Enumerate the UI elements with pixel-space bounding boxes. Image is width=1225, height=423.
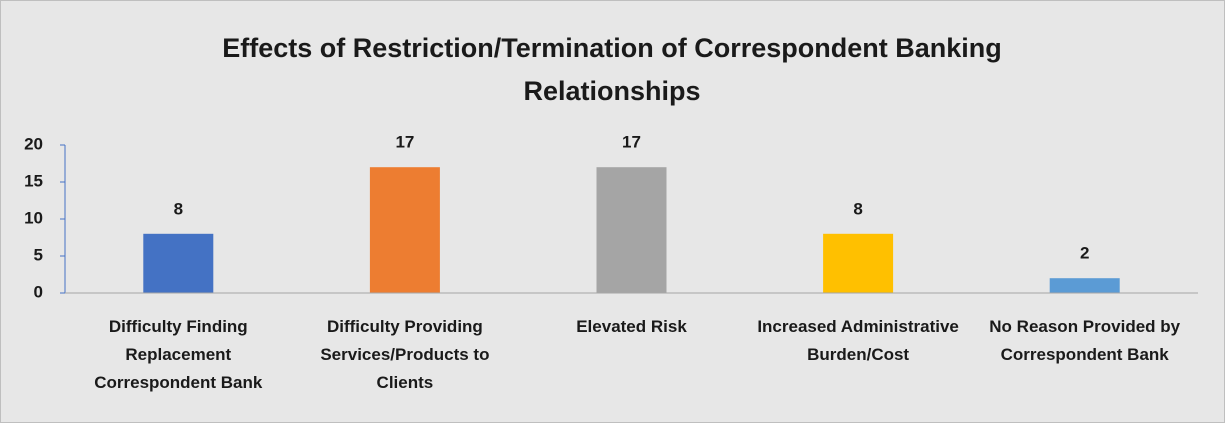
x-tick-label: No Reason Provided by Correspondent Bank: [989, 317, 1180, 364]
x-tick-label: Difficulty Finding Replacement Corresponde…: [94, 317, 263, 392]
bar: [369, 167, 440, 293]
data-label: 8: [174, 199, 183, 218]
bar: [596, 167, 667, 293]
x-tick-label: Increased Administrative Burden/Cost: [757, 317, 959, 364]
data-label: 8: [853, 199, 862, 218]
y-tick-label: 0: [34, 282, 43, 301]
y-tick-label: 15: [24, 171, 43, 190]
data-label: 17: [395, 133, 414, 152]
chart-title: Effects of Restriction/Termination of Co…: [222, 33, 1002, 106]
y-tick-label: 20: [24, 134, 43, 153]
data-label: 2: [1080, 244, 1089, 263]
x-tick-label: Elevated Risk: [576, 317, 687, 336]
bar: [143, 233, 214, 293]
x-tick-label: Difficulty Providing Services/Products to…: [320, 317, 489, 392]
y-tick-label: 5: [34, 245, 43, 264]
bar: [823, 233, 894, 293]
y-tick-label: 10: [24, 208, 43, 227]
bar: [1049, 278, 1120, 293]
data-label: 17: [622, 133, 641, 152]
